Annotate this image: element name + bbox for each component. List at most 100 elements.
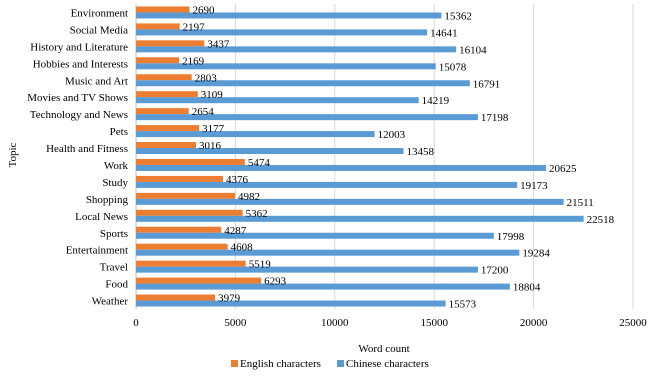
data-label: 4376 bbox=[226, 174, 249, 186]
bar-english bbox=[136, 277, 262, 284]
y-tick-label: Technology and News bbox=[30, 109, 128, 121]
data-label: 5519 bbox=[249, 259, 272, 271]
bar-english bbox=[136, 108, 189, 115]
data-label: 2654 bbox=[192, 106, 215, 118]
data-label: 18804 bbox=[513, 282, 541, 294]
data-label: 4608 bbox=[231, 242, 254, 254]
bar-chinese bbox=[136, 232, 494, 239]
data-label: 17198 bbox=[481, 112, 509, 124]
legend-swatch bbox=[231, 360, 238, 367]
y-tick-label: Environment bbox=[71, 7, 128, 19]
y-tick-label: Hobbies and Interests bbox=[33, 58, 128, 70]
data-label: 2803 bbox=[195, 72, 218, 84]
y-tick-label: Local News bbox=[75, 211, 128, 223]
x-tick-labels: 0 5000 10000 15000 20000 25000 bbox=[133, 317, 647, 329]
data-label: 21511 bbox=[567, 197, 594, 209]
x-tick-label: 25000 bbox=[619, 317, 647, 329]
data-label: 16791 bbox=[473, 78, 501, 90]
y-tick-label: Shopping bbox=[86, 194, 129, 206]
x-tick-label: 20000 bbox=[520, 317, 548, 329]
bar-chinese bbox=[136, 249, 520, 256]
y-axis-label: Topic bbox=[7, 142, 19, 167]
bar-english bbox=[136, 6, 190, 13]
bar-chinese bbox=[136, 181, 518, 188]
data-label: 4982 bbox=[238, 191, 260, 203]
data-label: 14641 bbox=[430, 27, 458, 39]
bar-english bbox=[136, 192, 236, 199]
data-label: 13458 bbox=[407, 146, 435, 158]
data-label: 3109 bbox=[201, 89, 224, 101]
data-label: 15362 bbox=[444, 10, 472, 22]
bar-chinese bbox=[136, 29, 428, 36]
data-label: 3979 bbox=[218, 293, 241, 305]
legend-label: English characters bbox=[240, 358, 321, 370]
y-tick-label: Music and Art bbox=[65, 75, 128, 87]
data-label: 4287 bbox=[224, 225, 247, 237]
y-tick-label: Sports bbox=[100, 228, 128, 240]
data-label: 6293 bbox=[264, 276, 287, 288]
bar-english bbox=[136, 40, 205, 47]
data-label: 3437 bbox=[207, 38, 230, 50]
y-tick-label: Travel bbox=[100, 262, 128, 274]
data-label: 16104 bbox=[459, 44, 487, 56]
bar-chinese bbox=[136, 283, 510, 290]
bar-english bbox=[136, 125, 200, 132]
bar-english bbox=[136, 243, 228, 250]
data-label: 3016 bbox=[199, 140, 222, 152]
data-label: 2169 bbox=[182, 55, 205, 67]
y-tick-label: Weather bbox=[92, 296, 129, 308]
x-tick-label: 5000 bbox=[224, 317, 247, 329]
data-label: 2690 bbox=[192, 4, 215, 16]
data-label: 19173 bbox=[520, 180, 548, 192]
data-label: 22518 bbox=[587, 214, 615, 226]
bar-english bbox=[136, 23, 180, 30]
bar-chinese bbox=[136, 164, 547, 171]
bar-chinese bbox=[136, 198, 564, 205]
y-tick-label: Food bbox=[105, 279, 128, 291]
data-label: 5362 bbox=[246, 208, 268, 220]
data-label: 14219 bbox=[422, 95, 450, 107]
data-label: 17200 bbox=[481, 265, 509, 277]
legend: English characters Chinese characters bbox=[231, 358, 429, 370]
bar-english bbox=[136, 91, 198, 98]
bar-english bbox=[136, 142, 196, 149]
data-label: 17998 bbox=[497, 231, 525, 243]
data-label: 20625 bbox=[549, 163, 577, 175]
x-tick-label: 15000 bbox=[420, 317, 448, 329]
data-label: 19284 bbox=[522, 248, 550, 260]
bar-chinese bbox=[136, 300, 446, 307]
bar-english bbox=[136, 175, 223, 182]
y-tick-label: Health and Fitness bbox=[46, 143, 128, 155]
bar-chinese bbox=[136, 215, 584, 222]
y-tick-label: Study bbox=[102, 177, 128, 189]
bar-english bbox=[136, 158, 245, 165]
x-tick-label: 10000 bbox=[321, 317, 349, 329]
bar-english bbox=[136, 57, 180, 64]
bar-chinese bbox=[136, 114, 478, 121]
x-tick-label: 0 bbox=[133, 317, 139, 329]
y-tick-label: Entertainment bbox=[66, 245, 128, 257]
data-labels: 2690 15362 2197 14641 3437 16104 2169 15078 2803… bbox=[182, 4, 615, 310]
bar-chinese bbox=[136, 148, 404, 155]
bar-chinese bbox=[136, 97, 419, 104]
bar-chinese bbox=[136, 46, 457, 53]
bar-english bbox=[136, 260, 246, 267]
y-tick-label: Movies and TV Shows bbox=[27, 92, 128, 104]
y-tick-labels: Environment Social Media History and Liter… bbox=[27, 7, 128, 307]
bars bbox=[136, 6, 584, 307]
data-label: 12003 bbox=[378, 129, 406, 141]
data-label: 2197 bbox=[183, 21, 206, 33]
data-label: 15573 bbox=[449, 299, 477, 311]
bar-chinese bbox=[136, 12, 442, 19]
legend-swatch bbox=[337, 360, 344, 367]
y-tick-label: Social Media bbox=[70, 24, 128, 36]
y-tick-label: History and Literature bbox=[30, 41, 128, 53]
data-label: 5474 bbox=[248, 157, 271, 169]
bar-chinese bbox=[136, 80, 470, 87]
bar-chinese bbox=[136, 266, 478, 273]
bar-chinese bbox=[136, 131, 375, 138]
y-tick-label: Pets bbox=[110, 126, 128, 138]
bar-english bbox=[136, 226, 222, 233]
